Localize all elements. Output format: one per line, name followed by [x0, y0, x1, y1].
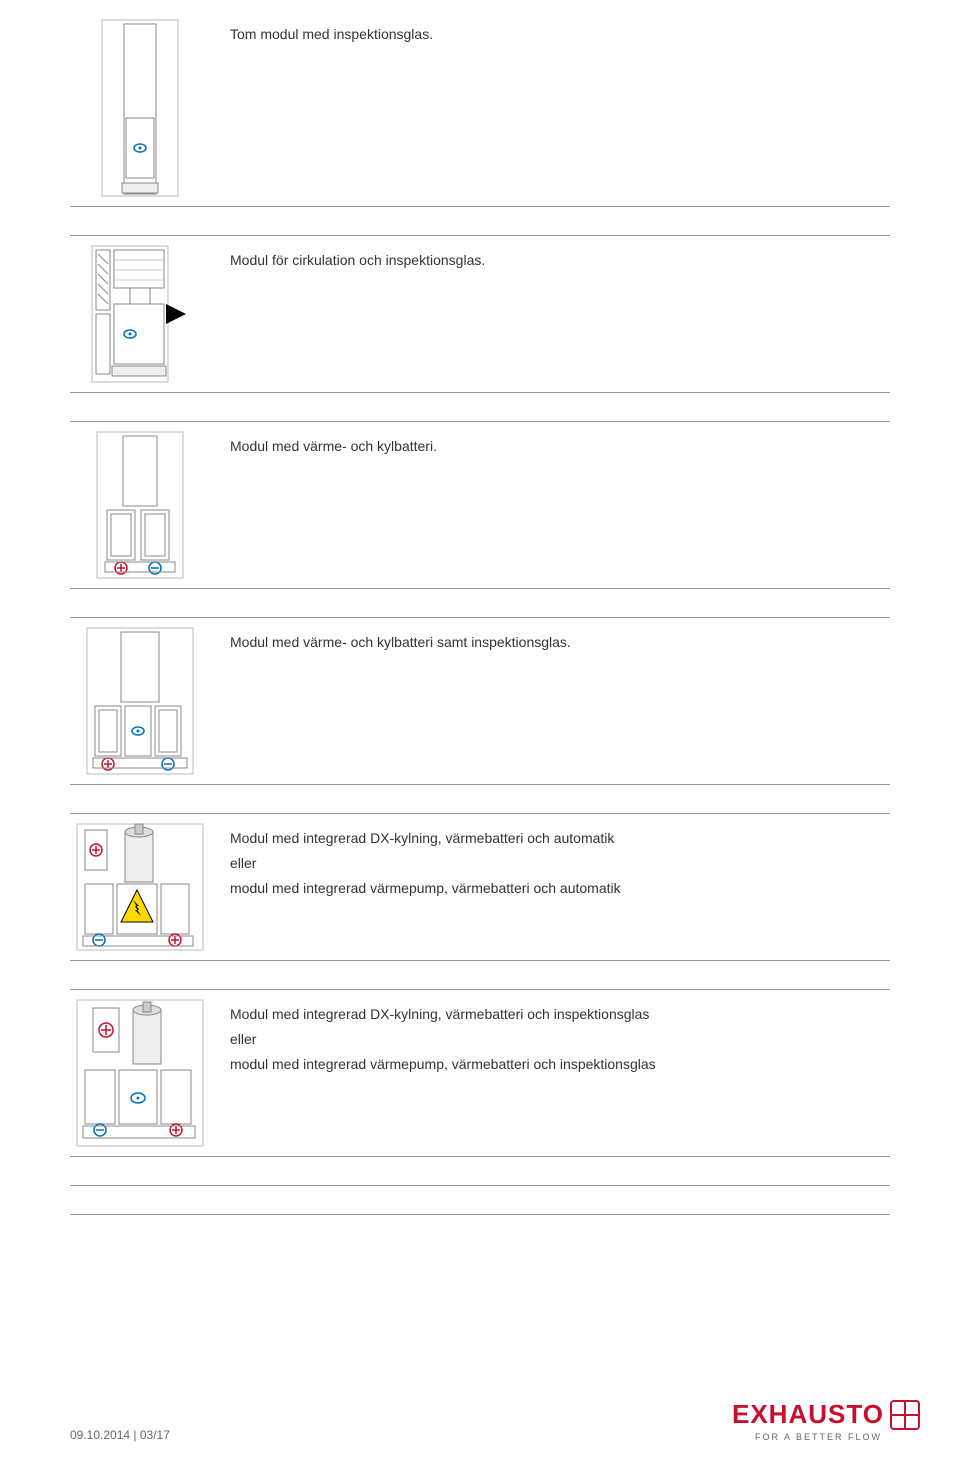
module-diagram: [70, 822, 210, 952]
module-row: Modul med integrerad DX-kylning, värmeba…: [70, 989, 890, 1157]
module-row: Modul med integrerad DX-kylning, värmeba…: [70, 813, 890, 961]
desc-line: Modul med integrerad DX-kylning, värmeba…: [230, 1002, 890, 1027]
module-description: Modul med värme- och kylbatteri samt ins…: [210, 626, 890, 655]
module-diagram: [70, 430, 210, 580]
brand-name: EXHAUSTO: [732, 1399, 884, 1430]
module-description: Modul med integrerad DX-kylning, värmeba…: [210, 998, 890, 1078]
desc-line: eller: [230, 1027, 890, 1052]
module-diagram: [70, 244, 210, 384]
empty-row: [70, 1185, 890, 1215]
desc-line: modul med integrerad värmepump, värmebat…: [230, 1052, 890, 1077]
desc-line: eller: [230, 851, 890, 876]
desc-line: Modul med integrerad DX-kylning, värmeba…: [230, 826, 890, 851]
module-row: Modul med värme- och kylbatteri.: [70, 421, 890, 589]
module-diagram: [70, 998, 210, 1148]
module-description: Modul för cirkulation och inspektionsgla…: [210, 244, 890, 273]
module-row: Modul med värme- och kylbatteri samt ins…: [70, 617, 890, 785]
module-description: Modul med integrerad DX-kylning, värmeba…: [210, 822, 890, 902]
brand-tagline: FOR A BETTER FLOW: [755, 1432, 882, 1442]
module-diagram: [70, 626, 210, 776]
page-footer: 09.10.2014 | 03/17 EXHAUSTO FOR A BETTER…: [70, 1399, 920, 1442]
footer-date-page: 09.10.2014 | 03/17: [70, 1428, 170, 1442]
desc-line: modul med integrerad värmepump, värmebat…: [230, 876, 890, 901]
module-description: Tom modul med inspektionsglas.: [210, 18, 890, 47]
brand-icon: [890, 1400, 920, 1430]
module-row: Modul för cirkulation och inspektionsgla…: [70, 235, 890, 393]
module-description: Modul med värme- och kylbatteri.: [210, 430, 890, 459]
brand-logo: EXHAUSTO FOR A BETTER FLOW: [732, 1399, 920, 1442]
module-diagram: [70, 18, 210, 198]
module-row: Tom modul med inspektionsglas.: [70, 10, 890, 207]
